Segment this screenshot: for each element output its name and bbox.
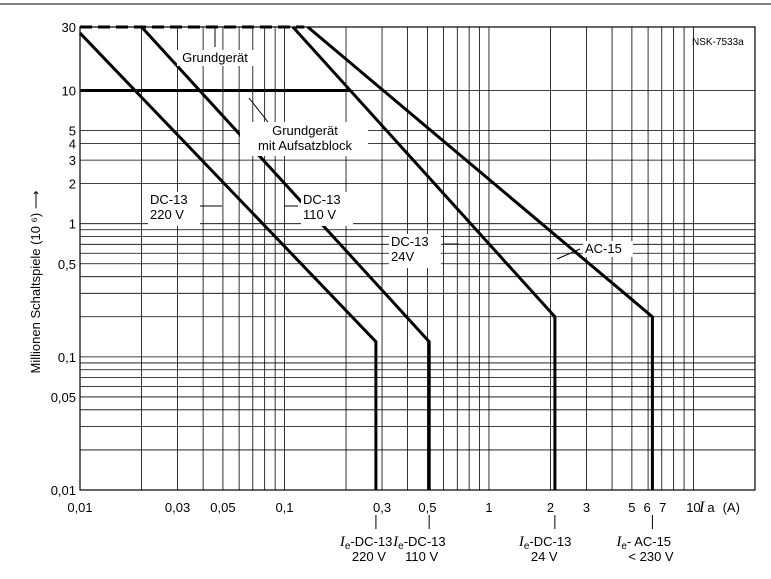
annotation-bg-grundgeraet bbox=[177, 50, 255, 66]
x-axis-unit: (A) bbox=[723, 500, 740, 515]
leader-line-ac15 bbox=[556, 248, 581, 260]
series-lines bbox=[78, 25, 654, 490]
bottom-label-subscript: e bbox=[398, 541, 404, 552]
annotation-grundgeraet: Grundgerät bbox=[182, 50, 248, 65]
bottom-label-symbol: I bbox=[615, 534, 622, 550]
annotation-line: 24V bbox=[391, 249, 414, 264]
x-tick-label: 2 bbox=[547, 500, 554, 515]
y-axis-label: Millionen Schaltspiele (10 ⁶) ⟶ bbox=[28, 191, 43, 374]
bottom-label-suffix: -DC-13 bbox=[404, 534, 446, 549]
bottom-label-ie-dc13-24: Ie-DC-13 bbox=[518, 534, 571, 552]
y-tick-labels: 30 10 543 2 1 0,5 0,1 0,05 0,01 bbox=[51, 20, 76, 498]
annotation-line: DC-13 bbox=[150, 192, 188, 207]
series-line-dc-13-110-v bbox=[140, 25, 431, 490]
bottom-label-subscript: e bbox=[524, 541, 530, 552]
annotation-bg-dc13-110 bbox=[301, 192, 353, 226]
x-tick-label: 3 bbox=[583, 500, 590, 515]
x-axis-symbol: I bbox=[698, 499, 705, 516]
annotation-ac15: AC-15 bbox=[585, 241, 622, 256]
bottom-label-ie-ac15: Ie- AC-15 bbox=[615, 534, 671, 552]
limit-lines bbox=[80, 25, 351, 93]
annotation-bg-dc13-220 bbox=[148, 192, 200, 226]
y-tick-label: 30 bbox=[62, 20, 76, 35]
bottom-label-line2-ie-dc13-220: 220 V bbox=[352, 549, 386, 564]
y-tick-label: 3 bbox=[69, 153, 76, 168]
x-tick-label: 0,1 bbox=[275, 500, 293, 515]
bottom-label-subscript: e bbox=[621, 541, 627, 552]
annotation-dc13-220: DC-13 220 V bbox=[150, 192, 188, 222]
bottom-label-subscript: e bbox=[345, 541, 351, 552]
x-tick-label: 7 bbox=[659, 500, 666, 515]
bottom-label-ie-dc13-220: Ie-DC-13 bbox=[339, 534, 392, 552]
bottom-label-line2-ie-dc13-24: 24 V bbox=[531, 549, 558, 564]
annotation-leaders bbox=[200, 28, 581, 260]
x-tick-label: 1 bbox=[485, 500, 492, 515]
y-tick-label: 1 bbox=[69, 217, 76, 232]
bottom-label-suffix: -DC-13 bbox=[350, 534, 392, 549]
bottom-label-ie-dc13-110: Ie-DC-13 bbox=[392, 534, 445, 552]
bottom-label-symbol: I bbox=[392, 534, 399, 550]
annotation-grundgeraet-aufsatzblock: Grundgerät mit Aufsatzblock bbox=[258, 123, 352, 153]
bottom-label-suffix: -DC-13 bbox=[529, 534, 571, 549]
annotation-bg-grundgeraet-aufsatzblock bbox=[240, 122, 368, 156]
annotation-dc13-110: DC-13 110 V bbox=[303, 192, 341, 222]
bottom-label-line2-ie-ac15: < 230 V bbox=[628, 549, 674, 564]
annotation-bg-dc13-24 bbox=[389, 234, 441, 268]
annotation-line: DC-13 bbox=[391, 234, 429, 249]
y-tick-label: 0,05 bbox=[51, 390, 76, 405]
y-tick-label: 0,01 bbox=[51, 483, 76, 498]
annotation-line: AC-15 bbox=[585, 241, 622, 256]
annotation-line: DC-13 bbox=[303, 192, 341, 207]
y-tick-label: 4 bbox=[69, 137, 76, 152]
y-tick-label: 10 bbox=[62, 84, 76, 99]
x-tick-label: 6 bbox=[643, 500, 650, 515]
plot-border bbox=[79, 26, 756, 491]
reference-code: NSK-7533a bbox=[692, 37, 744, 48]
annotation-line: 220 V bbox=[150, 207, 184, 222]
annotation-line: mit Aufsatzblock bbox=[258, 138, 352, 153]
series-line-dc-13-220-v bbox=[78, 32, 378, 490]
y-tick-label: 0,1 bbox=[58, 350, 76, 365]
y-tick-label: 5 bbox=[69, 124, 76, 139]
plot-frame bbox=[79, 26, 756, 491]
y-tick-label: 2 bbox=[69, 177, 76, 192]
annotation-line: Grundgerät bbox=[272, 123, 338, 138]
x-tick-label: 0,3 bbox=[373, 500, 391, 515]
bottom-label-symbol: I bbox=[339, 534, 346, 550]
bottom-label-symbol: I bbox=[518, 534, 525, 550]
x-tick-label: 0,05 bbox=[210, 500, 235, 515]
annotation-dc13-24: DC-13 24V bbox=[391, 234, 429, 264]
series-line-ac-15 bbox=[306, 25, 654, 490]
x-tick-label: 0,01 bbox=[67, 500, 92, 515]
leader-line-grundgeraet-aufsatzblock bbox=[248, 97, 269, 123]
series-line-dc-13-24v bbox=[291, 25, 557, 490]
x-tick-label: 5 bbox=[628, 500, 635, 515]
x-tick-labels: 0,01 0,03 0,05 0,1 0,3 0,5 1 2 3 5 6 7 10 bbox=[67, 500, 700, 515]
annotation-line: 110 V bbox=[303, 207, 336, 222]
y-tick-label: 0,5 bbox=[58, 257, 76, 272]
bottom-label-suffix: - AC-15 bbox=[627, 534, 671, 549]
annotation-line: Grundgerät bbox=[182, 50, 248, 65]
x-tick-label: 10 bbox=[686, 500, 700, 515]
x-tick-label: 0,5 bbox=[418, 500, 436, 515]
x-tick-label: 0,03 bbox=[165, 500, 190, 515]
x-axis-subscript: a bbox=[707, 500, 715, 515]
grid bbox=[79, 26, 756, 491]
annotation-bg-ac15 bbox=[583, 241, 633, 257]
bottom-label-line2-ie-dc13-110: 110 V bbox=[405, 549, 438, 564]
